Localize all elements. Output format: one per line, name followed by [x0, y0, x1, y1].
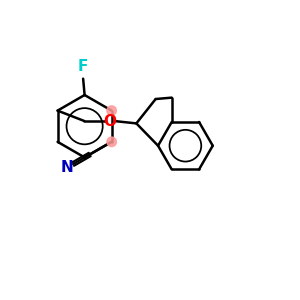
Text: N: N [61, 160, 74, 175]
Text: O: O [103, 113, 116, 128]
Circle shape [107, 106, 116, 116]
Circle shape [107, 137, 116, 147]
Text: F: F [78, 58, 88, 74]
